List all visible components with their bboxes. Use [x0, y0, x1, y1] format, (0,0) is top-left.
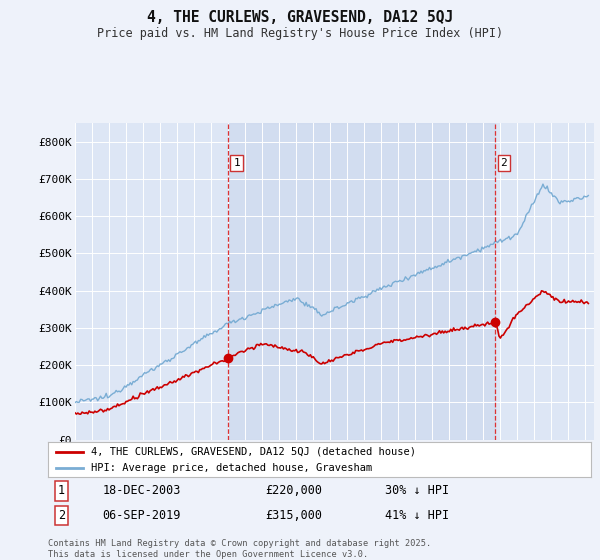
- Text: 18-DEC-2003: 18-DEC-2003: [103, 484, 181, 497]
- Text: 1: 1: [58, 484, 65, 497]
- Text: HPI: Average price, detached house, Gravesham: HPI: Average price, detached house, Grav…: [91, 463, 373, 473]
- Text: 06-SEP-2019: 06-SEP-2019: [103, 509, 181, 522]
- Text: 2: 2: [58, 509, 65, 522]
- Bar: [228, 123, 496, 440]
- Text: 30% ↓ HPI: 30% ↓ HPI: [385, 484, 449, 497]
- Text: 2: 2: [500, 158, 507, 168]
- Text: Contains HM Land Registry data © Crown copyright and database right 2025.
This d: Contains HM Land Registry data © Crown c…: [48, 539, 431, 559]
- Text: £220,000: £220,000: [265, 484, 322, 497]
- Text: Price paid vs. HM Land Registry's House Price Index (HPI): Price paid vs. HM Land Registry's House …: [97, 27, 503, 40]
- Text: 41% ↓ HPI: 41% ↓ HPI: [385, 509, 449, 522]
- Text: £315,000: £315,000: [265, 509, 322, 522]
- Text: 4, THE CURLEWS, GRAVESEND, DA12 5QJ (detached house): 4, THE CURLEWS, GRAVESEND, DA12 5QJ (det…: [91, 447, 416, 457]
- Text: 4, THE CURLEWS, GRAVESEND, DA12 5QJ: 4, THE CURLEWS, GRAVESEND, DA12 5QJ: [147, 10, 453, 25]
- Text: 1: 1: [233, 158, 240, 168]
